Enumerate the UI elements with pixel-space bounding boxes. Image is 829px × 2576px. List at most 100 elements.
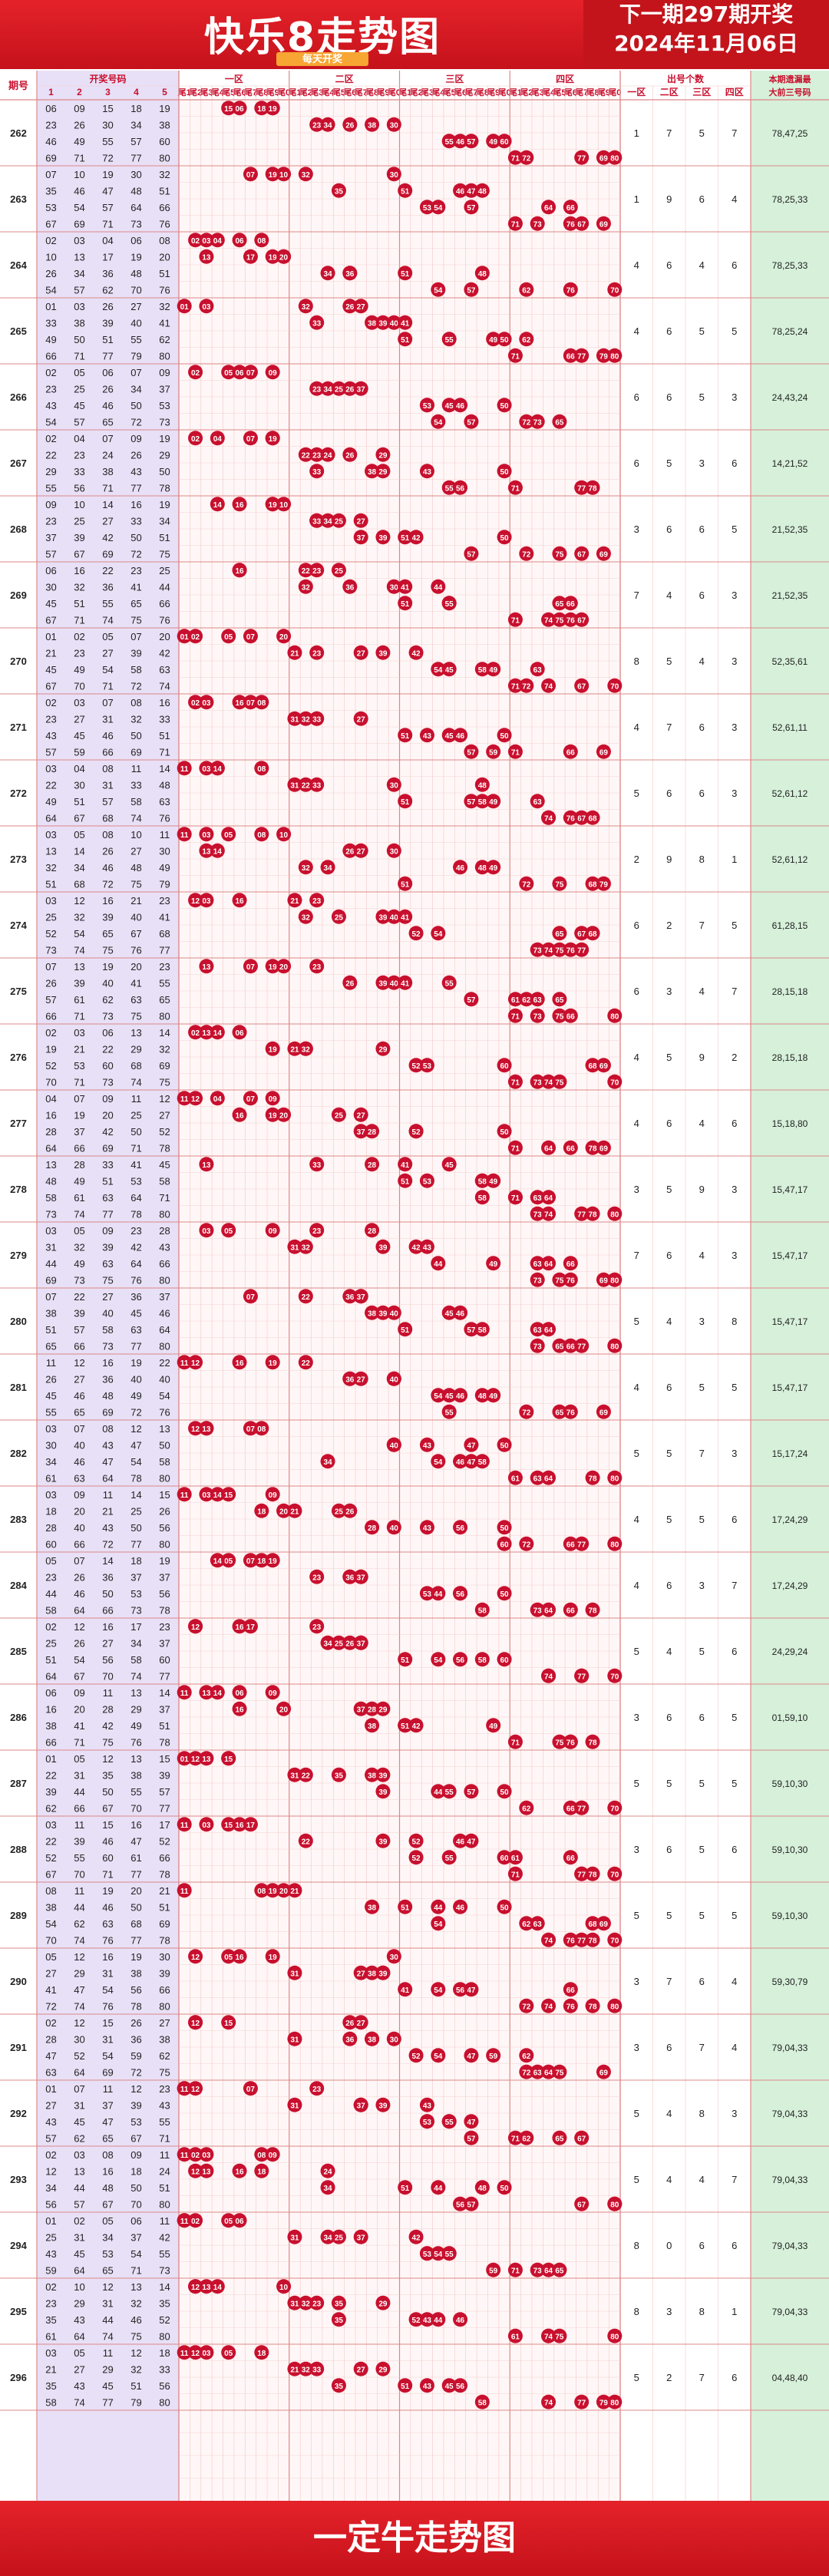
hit-ball-label: 77 bbox=[577, 1871, 586, 1879]
hit-ball bbox=[541, 678, 557, 693]
drawn-number: 38 bbox=[45, 1901, 56, 1913]
hit-ball-label: 68 bbox=[589, 880, 598, 889]
hit-ball-label: 63 bbox=[533, 1920, 543, 1929]
drawn-number: 05 bbox=[74, 2347, 84, 2359]
hit-ball bbox=[486, 134, 501, 149]
drawn-number: 35 bbox=[45, 2380, 56, 2392]
hit-ball bbox=[453, 134, 468, 149]
drawn-number: 46 bbox=[102, 400, 113, 411]
hit-ball-label: 46 bbox=[456, 1904, 465, 1912]
hit-ball-label: 74 bbox=[544, 946, 553, 955]
hit-ball bbox=[199, 1025, 214, 1040]
hit-ball bbox=[497, 1124, 512, 1139]
hit-ball-label: 73 bbox=[533, 1342, 543, 1351]
drawn-number: 55 bbox=[130, 334, 141, 345]
hit-ball bbox=[607, 1668, 623, 1683]
hit-ball-label: 74 bbox=[544, 2399, 553, 2407]
drawn-number: 10 bbox=[74, 499, 84, 510]
hit-ball-label: 76 bbox=[566, 1409, 576, 1417]
hit-ball bbox=[188, 1619, 203, 1634]
hit-ball-label: 36 bbox=[345, 583, 355, 592]
hit-ball bbox=[265, 431, 280, 446]
hit-ball bbox=[408, 1058, 424, 1073]
drawn-number: 15 bbox=[102, 103, 113, 114]
drawn-number: 59 bbox=[74, 746, 84, 758]
hit-ball bbox=[221, 101, 236, 116]
drawn-number: 09 bbox=[130, 2149, 141, 2161]
drawn-number: 54 bbox=[102, 664, 113, 675]
hit-ball-label: 11 bbox=[180, 2086, 189, 2094]
zone-count: 3 bbox=[634, 1184, 639, 1195]
hit-ball bbox=[298, 711, 313, 726]
hit-ball-label: 12 bbox=[191, 1953, 200, 1962]
drawn-number: 32 bbox=[159, 1043, 170, 1055]
hit-ball bbox=[221, 1223, 236, 1238]
hit-ball bbox=[574, 612, 590, 627]
drawn-number: 42 bbox=[102, 1720, 113, 1732]
drawn-number: 72 bbox=[130, 416, 141, 428]
hit-ball bbox=[188, 1751, 203, 1766]
hit-ball-label: 10 bbox=[279, 2284, 289, 2292]
drawn-number: 49 bbox=[45, 796, 56, 807]
header-zone: 三区 bbox=[445, 74, 464, 84]
hit-ball-label: 07 bbox=[246, 435, 256, 444]
hit-ball bbox=[254, 827, 269, 842]
hit-ball bbox=[519, 282, 534, 297]
drawn-number: 05 bbox=[74, 1753, 84, 1765]
hit-ball-label: 71 bbox=[511, 352, 520, 361]
header-tail-label: 尾5 bbox=[442, 88, 456, 97]
hit-ball-label: 26 bbox=[345, 979, 355, 988]
hit-ball-label: 58 bbox=[478, 1607, 487, 1615]
drawn-number: 07 bbox=[102, 433, 113, 444]
top-gap-numbers: 78,25,33 bbox=[772, 260, 808, 271]
drawn-number: 02 bbox=[45, 697, 56, 708]
drawn-number: 40 bbox=[130, 317, 141, 329]
drawn-number: 71 bbox=[74, 1010, 84, 1022]
hit-ball-label: 57 bbox=[467, 2201, 476, 2209]
drawn-number: 16 bbox=[102, 1357, 113, 1369]
zone-count: 6 bbox=[634, 457, 639, 469]
hit-ball bbox=[298, 167, 313, 182]
drawn-number: 23 bbox=[74, 647, 84, 659]
drawn-number: 54 bbox=[130, 1456, 141, 1468]
drawn-number: 50 bbox=[130, 1126, 141, 1138]
hit-ball bbox=[254, 1503, 269, 1518]
hit-ball-label: 64 bbox=[544, 2069, 553, 2077]
drawn-number: 51 bbox=[159, 532, 170, 543]
hit-ball bbox=[287, 1041, 302, 1056]
drawn-number: 33 bbox=[159, 2363, 170, 2375]
hit-ball-label: 30 bbox=[390, 121, 399, 130]
hit-ball-label: 61 bbox=[511, 996, 520, 1005]
hit-ball bbox=[331, 1503, 346, 1518]
drawn-number: 52 bbox=[159, 2314, 170, 2326]
drawn-number: 80 bbox=[159, 2000, 170, 2012]
hit-ball bbox=[552, 942, 567, 957]
hit-ball-label: 41 bbox=[401, 979, 410, 988]
drawn-number: 11 bbox=[160, 2149, 170, 2161]
hit-ball-label: 50 bbox=[500, 534, 510, 543]
hit-ball-label: 72 bbox=[522, 2069, 531, 2077]
hit-ball-label: 51 bbox=[401, 732, 410, 741]
hit-ball-label: 26 bbox=[345, 1640, 355, 1648]
hit-ball bbox=[232, 1701, 247, 1716]
hit-ball-label: 26 bbox=[345, 1508, 355, 1516]
hit-ball-label: 13 bbox=[202, 2168, 211, 2176]
hit-ball bbox=[221, 1487, 236, 1502]
zone-count: 5 bbox=[634, 788, 639, 799]
hit-ball-label: 23 bbox=[312, 1227, 322, 1236]
zone-count: 1 bbox=[732, 2306, 737, 2317]
hit-ball bbox=[408, 926, 424, 941]
zone-count: 5 bbox=[699, 391, 705, 403]
zone-count: 5 bbox=[732, 523, 737, 535]
header-tail-label: 尾9 bbox=[596, 88, 610, 97]
drawn-number: 73 bbox=[102, 1340, 113, 1352]
drawn-number: 23 bbox=[45, 119, 56, 130]
drawn-number: 14 bbox=[159, 2281, 170, 2293]
header-tail-label: 尾3 bbox=[530, 88, 544, 97]
hit-ball bbox=[574, 480, 590, 495]
hit-ball-label: 38 bbox=[368, 468, 377, 477]
hit-ball-label: 33 bbox=[312, 1161, 322, 1170]
drawn-number: 25 bbox=[45, 2231, 56, 2243]
zone-count: 4 bbox=[732, 193, 737, 205]
drawn-number: 63 bbox=[102, 1258, 113, 1270]
